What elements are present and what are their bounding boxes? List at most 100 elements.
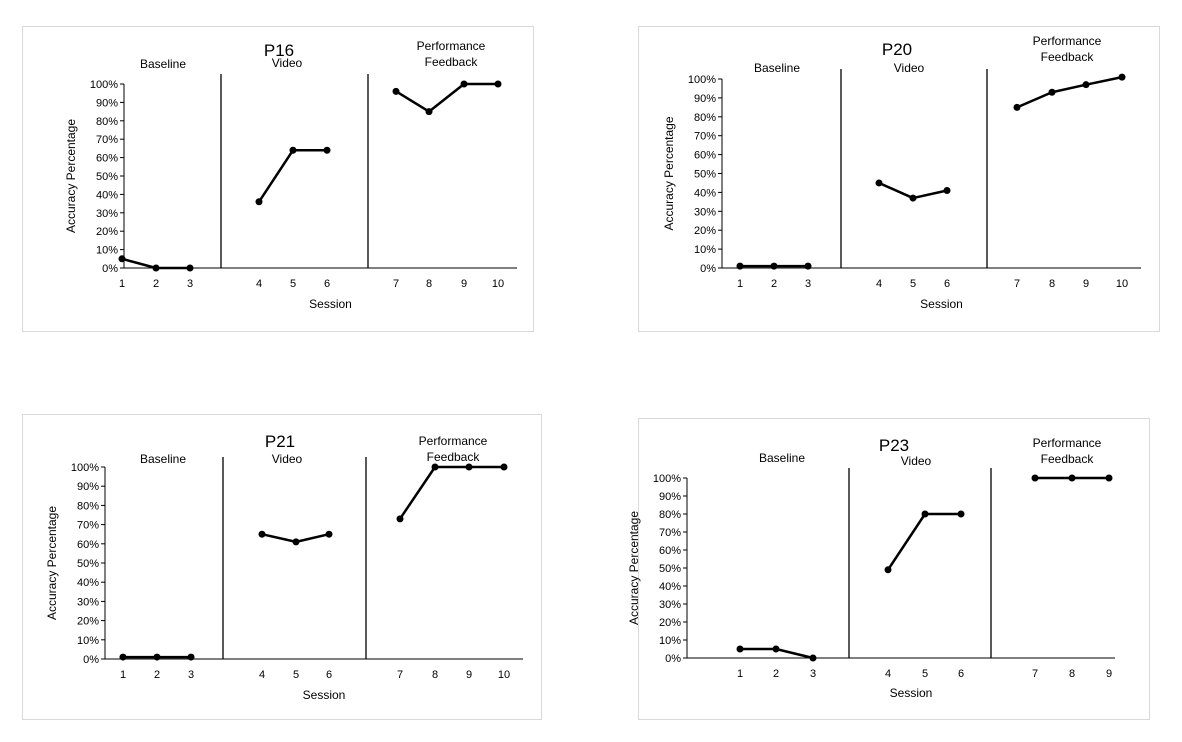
x-tick-label: 6 <box>944 278 950 290</box>
y-axis-label: Accuracy Percentage <box>627 511 641 625</box>
y-tick-label: 0% <box>102 263 118 275</box>
phase-label-line: Video <box>901 454 932 468</box>
phase-label: Baseline <box>759 451 805 465</box>
phase-label-line: Baseline <box>759 451 805 465</box>
data-point <box>770 262 778 270</box>
chart-title: P21 <box>265 432 295 451</box>
y-tick-label: 30% <box>659 599 681 611</box>
chart-title: P20 <box>882 40 912 59</box>
y-tick-label: 50% <box>96 171 118 183</box>
x-tick-label: 6 <box>958 668 964 680</box>
x-tick-label: 2 <box>771 278 777 290</box>
phase-label: Baseline <box>140 57 186 71</box>
y-tick-label: 70% <box>694 131 716 143</box>
data-point <box>119 653 127 661</box>
y-tick-label: 40% <box>96 189 118 201</box>
phase-label-line: Video <box>894 61 925 75</box>
y-tick-label: 30% <box>96 208 118 220</box>
x-tick-label: 4 <box>885 668 891 680</box>
y-tick-label: 0% <box>665 653 681 665</box>
data-point <box>884 566 892 574</box>
y-axis-label: Accuracy Percentage <box>662 116 676 230</box>
x-tick-label: 1 <box>120 669 126 681</box>
y-tick-label: 70% <box>659 527 681 539</box>
x-tick-label: 4 <box>259 669 265 681</box>
x-tick-label: 10 <box>498 669 510 681</box>
y-tick-label: 0% <box>83 654 99 666</box>
phase-label: Video <box>894 61 925 75</box>
data-point <box>255 198 263 206</box>
y-tick-label: 40% <box>77 577 99 589</box>
data-point <box>460 80 468 88</box>
data-point <box>1031 474 1039 482</box>
data-point <box>396 515 404 523</box>
data-point <box>325 530 333 538</box>
y-tick-label: 90% <box>659 491 681 503</box>
data-point <box>431 463 439 471</box>
y-tick-label: 100% <box>653 473 681 485</box>
y-tick-label: 80% <box>659 509 681 521</box>
x-tick-label: 5 <box>293 669 299 681</box>
data-point <box>392 87 400 95</box>
x-tick-label: 8 <box>1049 278 1055 290</box>
data-point <box>152 264 160 272</box>
x-tick-label: 8 <box>432 669 438 681</box>
y-tick-label: 50% <box>694 169 716 181</box>
y-tick-label: 10% <box>659 635 681 647</box>
phase-label: Video <box>272 56 303 70</box>
data-point <box>1105 474 1113 482</box>
y-tick-label: 90% <box>694 93 716 105</box>
phase-label: Video <box>901 454 932 468</box>
x-tick-label: 9 <box>1083 278 1089 290</box>
x-tick-label: 3 <box>805 278 811 290</box>
data-point <box>809 654 817 662</box>
chart-p23: P23 0% 10% 20% 30% 40% 50% 60% 70% 80% 90% 100% Accu… <box>627 436 1115 700</box>
data-point <box>1082 81 1090 89</box>
chart-title: P16 <box>264 41 294 60</box>
x-tick-label: 6 <box>326 669 332 681</box>
x-tick-label: 5 <box>910 278 916 290</box>
y-tick-label: 0% <box>700 263 716 275</box>
x-tick-label: 5 <box>290 278 296 290</box>
series-line <box>395 82 498 113</box>
y-tick-label: 30% <box>694 206 716 218</box>
data-point <box>500 463 508 471</box>
data-point <box>258 530 266 538</box>
x-tick-label: 9 <box>466 669 472 681</box>
y-tick-label: 80% <box>77 500 99 512</box>
phase-label-line: Performance <box>419 434 488 448</box>
data-point <box>292 538 300 546</box>
x-tick-label: 7 <box>393 278 399 290</box>
data-point <box>186 264 194 272</box>
x-tick-label: 10 <box>492 278 504 290</box>
chart-p21: P21 0% 10% 20% 30% 40% 50% 60% 70% 80% 90% 100% Accu… <box>45 432 523 702</box>
x-axis-label: Session <box>890 686 933 700</box>
x-axis-label: Session <box>303 688 346 702</box>
x-tick-label: 7 <box>1032 668 1038 680</box>
y-axis-label: Accuracy Percentage <box>45 506 59 620</box>
x-tick-label: 1 <box>737 668 743 680</box>
data-point <box>921 510 929 518</box>
x-tick-label: 6 <box>324 278 330 290</box>
data-point <box>772 645 780 653</box>
data-point <box>736 645 744 653</box>
y-tick-label: 60% <box>659 545 681 557</box>
y-tick-label: 20% <box>96 226 118 238</box>
data-point <box>425 108 433 116</box>
data-point <box>153 653 161 661</box>
phase-label-line: Feedback <box>425 55 479 69</box>
y-tick-label: 100% <box>688 74 716 86</box>
phase-label: Performance Feedback <box>419 434 488 464</box>
y-tick-label: 100% <box>90 79 118 91</box>
chart-p16: P16 0% 10% 20% 30% 40% 50% 60% 70% 80% 90% 100% Accu… <box>64 39 517 311</box>
y-tick-label: 10% <box>96 245 118 257</box>
series-line <box>886 512 961 571</box>
phase-label-line: Baseline <box>140 452 186 466</box>
data-point <box>943 187 951 195</box>
y-tick-label: 90% <box>77 481 99 493</box>
chart-panel-p23: P23 0% 10% 20% 30% 40% 50% 60% 70% 80% 90% 100% Accu… <box>627 418 1150 720</box>
x-tick-label: 3 <box>187 278 193 290</box>
chart-panel-p20: P20 0% 10% 20% 30% 40% 50% 60% 70% 80% 90% 100% Accu… <box>638 26 1160 332</box>
x-tick-label: 3 <box>188 669 194 681</box>
y-tick-label: 80% <box>694 112 716 124</box>
